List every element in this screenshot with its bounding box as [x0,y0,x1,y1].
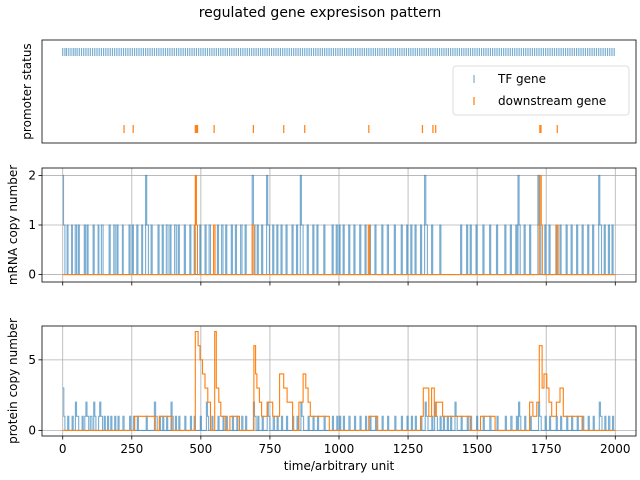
series-line-tf [62,174,616,276]
y-tick-label: 2 [28,168,36,182]
legend: TF gene downstream gene [452,65,630,116]
plot-area [62,331,616,431]
series-line-downstream [62,174,616,276]
y-tick-label: 0 [28,268,36,282]
y-axis-label: protein copy number [6,318,20,444]
y-tick-label: 0 [28,423,36,437]
x-tick-label: 1000 [324,442,355,456]
series-line-downstream [62,331,616,431]
legend-label: TF gene [497,72,546,86]
x-tick-label: 0 [59,442,67,456]
y-tick-label: 5 [28,353,36,367]
plot-area [62,174,616,276]
x-axis-label: time/arbitrary unit [284,459,395,473]
legend-box [452,65,630,116]
x-tick-label: 1250 [393,442,424,456]
legend-label: downstream gene [498,94,606,108]
x-tick-label: 2000 [600,442,631,456]
x-tick-label: 750 [258,442,281,456]
x-tick-label: 250 [120,442,143,456]
panel-mrna: 0 1 2 mRNA copy number [6,165,637,286]
x-tick-label: 500 [189,442,212,456]
panel-protein: 0 5 0 250 500 750 1000 1250 1500 1750 2000 time/arb… [6,318,637,473]
x-tick-label: 1500 [462,442,493,456]
y-tick-label: 1 [28,218,36,232]
axes-frame [41,39,637,144]
panel-promoter: promoter status TF gene downstream gene [20,39,637,144]
figure-title: regulated gene expresison pattern [199,5,442,21]
x-tick-label: 1750 [531,442,562,456]
y-axis-label: promoter status [20,43,34,139]
y-axis-label: mRNA copy number [6,165,20,285]
plot-area [62,48,615,133]
